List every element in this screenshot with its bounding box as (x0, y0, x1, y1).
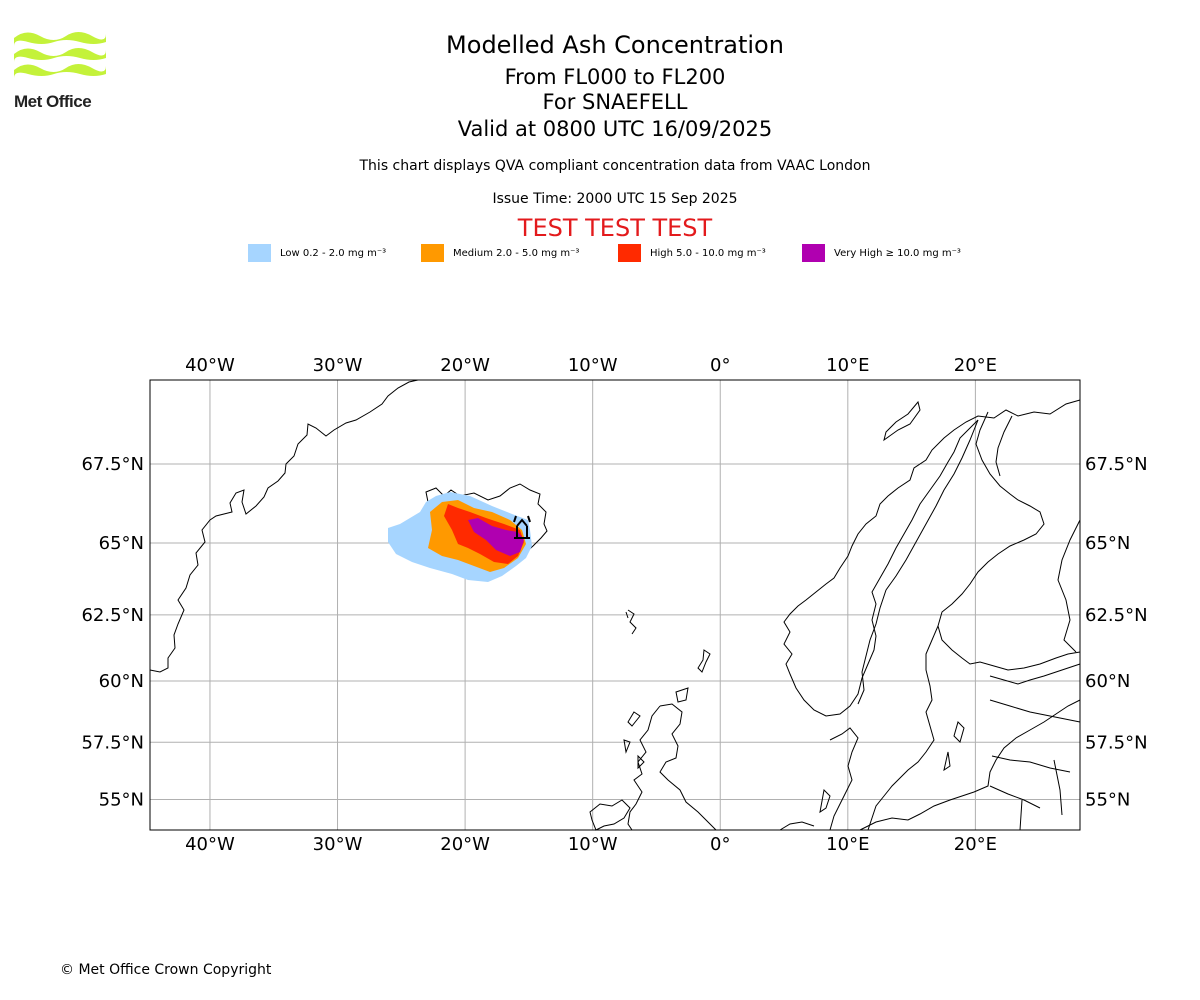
border-baltic-states (989, 699, 1081, 831)
lat-tick-label-left: 55°N (99, 790, 144, 811)
lon-tick-label-top: 20°E (954, 355, 997, 376)
border-sweden-finland (995, 415, 1013, 477)
legend-label-high: High 5.0 - 10.0 mg m⁻³ (650, 247, 766, 259)
legend-item-medium: Medium 2.0 - 5.0 mg m⁻³ (421, 244, 579, 262)
coastline-scandinavia (783, 399, 1081, 717)
coastline-southern-baltic (779, 699, 1081, 831)
lon-tick-label-bottom: 20°E (954, 834, 997, 855)
map-gridlines (150, 380, 1080, 830)
chart-description: This chart displays QVA compliant concen… (359, 158, 871, 174)
lat-tick-label-left: 60°N (99, 671, 144, 692)
legend-swatch-high (618, 244, 641, 262)
legend-item-very-high: Very High ≥ 10.0 mg m⁻³ (802, 244, 961, 262)
volcano-name: For SNAEFELL (542, 90, 688, 114)
flight-level-range: From FL000 to FL200 (504, 65, 726, 89)
coastline-shetland (697, 649, 711, 673)
lon-tick-label-top: 30°W (313, 355, 363, 376)
coastline-gotland (943, 721, 965, 772)
coastline-denmark (819, 727, 859, 831)
lat-tick-label-left: 67.5°N (81, 454, 144, 475)
ash-area-very-high (468, 518, 524, 556)
map-frame (149, 379, 1081, 831)
lon-tick-label-bottom: 0° (710, 834, 730, 855)
legend-label-low: Low 0.2 - 2.0 mg m⁻³ (280, 247, 387, 259)
coastline-hebrides (623, 711, 645, 770)
coastline-great-britain (627, 703, 717, 831)
lat-tick-label-right: 55°N (1085, 790, 1130, 811)
border-norway-sweden (857, 419, 979, 705)
chart-title: Modelled Ash Concentration (446, 31, 784, 59)
lon-tick-label-top: 20°W (440, 355, 490, 376)
lat-tick-label-right: 57.5°N (1085, 732, 1148, 753)
met-office-logo: Met Office (14, 30, 109, 112)
lon-tick-label-top: 0° (710, 355, 730, 376)
map-tick-labels: 40°W 40°W 30°W 30°W 20°W 20°W 10°W 10°W 0° 0° 10°E… (81, 355, 1147, 855)
border-finland-russia (1057, 519, 1081, 653)
coastline-gulf-of-finland (989, 663, 1081, 685)
lat-tick-label-right: 62.5°N (1085, 605, 1148, 626)
lon-tick-label-top: 10°E (826, 355, 869, 376)
lon-tick-label-bottom: 40°W (185, 834, 235, 855)
lon-tick-label-top: 40°W (185, 355, 235, 376)
legend-swatch-medium (421, 244, 444, 262)
lon-tick-label-bottom: 30°W (313, 834, 363, 855)
legend-label-very-high: Very High ≥ 10.0 mg m⁻³ (834, 247, 961, 259)
met-office-waves-icon (14, 32, 106, 78)
legend-label-medium: Medium 2.0 - 5.0 mg m⁻³ (453, 247, 580, 259)
lat-tick-label-left: 57.5°N (81, 732, 144, 753)
lon-tick-label-bottom: 10°E (826, 834, 869, 855)
test-banner: TEST TEST TEST (517, 214, 713, 242)
legend-swatch-low (248, 244, 271, 262)
issue-time: Issue Time: 2000 UTC 15 Sep 2025 (492, 191, 738, 207)
coastline-lofoten (883, 400, 921, 442)
lon-tick-label-bottom: 20°W (440, 834, 490, 855)
concentration-legend: Low 0.2 - 2.0 mg m⁻³ Medium 2.0 - 5.0 mg… (0, 244, 1200, 264)
lon-tick-label-top: 10°W (568, 355, 618, 376)
logo-wordmark: Met Office (14, 92, 92, 111)
coastline-ireland (589, 799, 631, 831)
copyright-notice: © Met Office Crown Copyright (60, 962, 272, 978)
coastline-sweden-east (867, 625, 939, 831)
coastline-greenland (149, 379, 419, 673)
legend-item-low: Low 0.2 - 2.0 mg m⁻³ (248, 244, 386, 262)
valid-time: Valid at 0800 UTC 16/09/2025 (457, 117, 773, 141)
legend-item-high: High 5.0 - 10.0 mg m⁻³ (618, 244, 766, 262)
lat-tick-label-left: 65°N (99, 533, 144, 554)
lat-tick-label-right: 67.5°N (1085, 454, 1148, 475)
legend-swatch-very-high (802, 244, 825, 262)
coastline-orkney (675, 687, 689, 703)
lon-tick-label-bottom: 10°W (568, 834, 618, 855)
lat-tick-label-left: 62.5°N (81, 605, 144, 626)
lat-tick-label-right: 60°N (1085, 671, 1130, 692)
volcano-marker-icon (513, 515, 531, 539)
lat-tick-label-right: 65°N (1085, 533, 1130, 554)
coastline-faroe-islands (625, 609, 637, 635)
